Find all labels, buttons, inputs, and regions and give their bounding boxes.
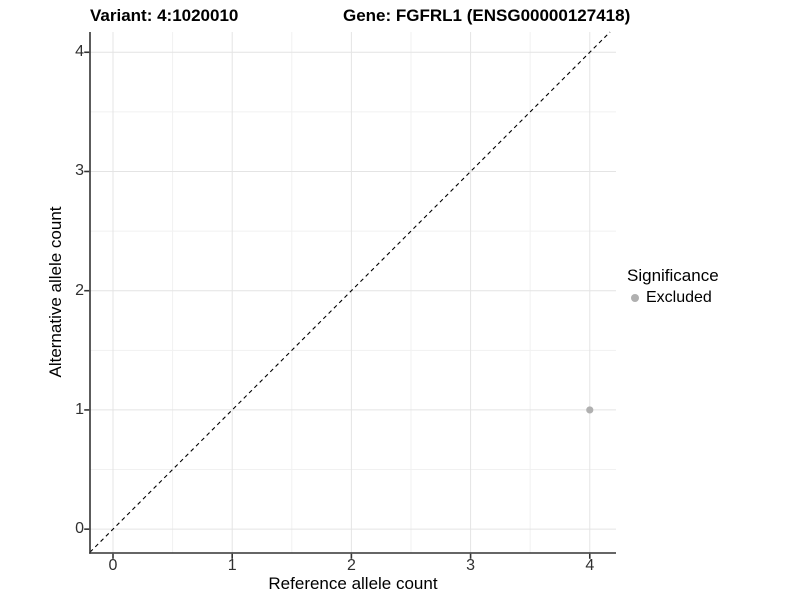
x-tick-label: 3 — [466, 557, 476, 574]
legend: Significance Excluded — [627, 266, 797, 307]
y-tick-label: 4 — [75, 43, 84, 61]
data-point — [586, 406, 594, 414]
y-tick-label: 0 — [75, 520, 84, 538]
plot-title-variant: Variant: 4:1020010 — [90, 6, 239, 25]
legend-item-label: Excluded — [646, 289, 712, 306]
x-axis-title: Reference allele count — [268, 574, 438, 593]
y-tick-label: 2 — [75, 281, 84, 299]
plot-title-gene: Gene: FGFRL1 (ENSG00000127418) — [343, 6, 631, 25]
x-tick-label: 4 — [585, 557, 595, 574]
x-tick-label: 2 — [346, 557, 356, 574]
y-tick-label: 3 — [75, 162, 84, 180]
x-tick-label: 1 — [227, 557, 237, 574]
y-tick-label: 1 — [75, 400, 84, 418]
legend-title: Significance — [627, 266, 719, 285]
identity-reference-line — [89, 31, 611, 553]
legend-items: Excluded — [627, 289, 797, 307]
x-tick-label: 0 — [108, 557, 118, 574]
legend-key-dot-icon — [631, 294, 639, 302]
legend-item: Excluded — [627, 289, 797, 307]
